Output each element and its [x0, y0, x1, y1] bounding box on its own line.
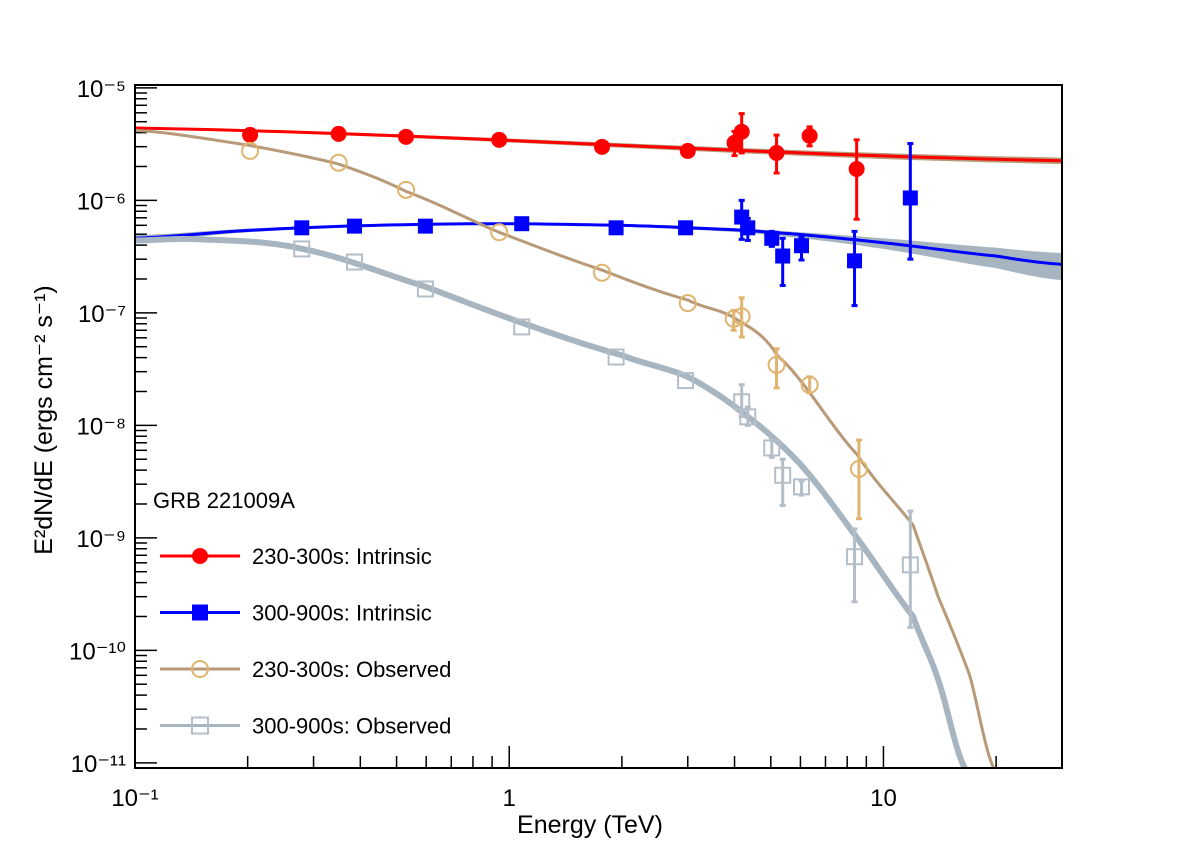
- filled-square-marker: [347, 218, 363, 234]
- legend-entry: 230-300s: Observed: [160, 657, 451, 682]
- open-circle-marker: [732, 307, 751, 326]
- filled-circle-marker: [192, 548, 208, 564]
- filled-circle-marker: [242, 126, 259, 143]
- filled-circle-marker: [733, 123, 750, 140]
- legend-label: 300-900s: Observed: [252, 714, 451, 739]
- filled-circle-marker: [330, 125, 347, 142]
- open-circle-marker: [678, 294, 697, 313]
- open-circle-marker: [329, 153, 348, 172]
- open-square-marker: [901, 556, 919, 574]
- model-curve: [135, 235, 968, 768]
- legend: GRB 221009A 230-300s: Intrinsic 300-900s:…: [153, 488, 451, 739]
- filled-square-marker: [847, 253, 863, 269]
- x-axis-label: Energy (TeV): [517, 811, 663, 839]
- open-square-marker: [416, 280, 434, 298]
- axis-ticks: [134, 87, 1063, 769]
- data-points: [241, 112, 919, 629]
- legend-label: 230-300s: Observed: [252, 657, 451, 682]
- y-tick-label: 10⁻⁵: [77, 76, 126, 103]
- series-points: [242, 112, 865, 221]
- filled-circle-marker: [398, 128, 415, 145]
- legend-title: GRB 221009A: [153, 488, 295, 513]
- y-tick-label: 10⁻¹⁰: [69, 638, 126, 665]
- filled-square-marker: [678, 220, 694, 236]
- legend-entry: 300-900s: Observed: [160, 714, 451, 739]
- filled-square-marker: [740, 220, 756, 236]
- filled-circle-marker: [491, 131, 508, 148]
- open-square-marker: [774, 466, 792, 484]
- filled-circle-marker: [594, 138, 611, 155]
- open-square-marker: [793, 478, 811, 496]
- series-points: [241, 141, 868, 521]
- legend-label: 300-900s: Intrinsic: [252, 601, 432, 626]
- x-tick-label: 10: [870, 785, 897, 812]
- open-square-marker: [607, 348, 625, 366]
- filled-square-marker: [794, 238, 810, 254]
- open-circle-marker: [191, 660, 209, 678]
- x-tick-label: 10⁻¹: [111, 785, 158, 812]
- y-tick-label: 10⁻⁸: [77, 413, 127, 440]
- filled-square-marker: [608, 220, 624, 236]
- filled-circle-marker: [768, 144, 785, 161]
- legend-entry: 230-300s: Intrinsic: [160, 544, 432, 569]
- filled-square-marker: [294, 220, 310, 236]
- open-circle-marker: [241, 141, 260, 160]
- open-square-marker: [763, 439, 781, 457]
- open-circle-marker: [593, 263, 612, 282]
- open-square-marker: [846, 548, 864, 566]
- open-circle-marker: [849, 459, 868, 478]
- x-tick-labels: 10⁻¹ 1 10: [111, 785, 896, 812]
- open-square-marker: [191, 716, 209, 735]
- y-tick-labels: 10⁻⁵ 10⁻⁶ 10⁻⁷ 10⁻⁸ 10⁻⁹ 10⁻¹⁰ 10⁻¹¹: [69, 76, 126, 778]
- open-square-marker: [677, 372, 695, 390]
- y-tick-label: 10⁻⁹: [76, 526, 126, 553]
- series-points: [294, 142, 918, 308]
- open-square-marker: [739, 408, 757, 426]
- legend-label: 230-300s: Intrinsic: [252, 544, 432, 569]
- y-tick-label: 10⁻⁶: [77, 188, 126, 215]
- y-tick-label: 10⁻⁷: [78, 301, 126, 328]
- filled-square-marker: [902, 190, 918, 206]
- legend-entry: 300-900s: Intrinsic: [160, 601, 432, 626]
- filled-square-marker: [417, 218, 433, 234]
- open-square-marker: [293, 240, 311, 258]
- filled-circle-marker: [679, 142, 696, 159]
- open-circle-marker: [397, 180, 416, 199]
- filled-square-marker: [514, 216, 530, 232]
- open-circle-marker: [490, 223, 509, 242]
- open-square-marker: [513, 318, 531, 336]
- series-points: [293, 240, 919, 629]
- model-curves: [135, 126, 1062, 768]
- open-circle-marker: [800, 375, 819, 394]
- filled-square-marker: [764, 230, 780, 246]
- filled-circle-marker: [848, 160, 865, 177]
- plot-frame: [134, 84, 1063, 769]
- filled-square-marker: [192, 604, 208, 621]
- open-square-marker: [346, 253, 364, 271]
- y-tick-label: 10⁻¹¹: [71, 751, 126, 778]
- model-curve: [135, 128, 996, 768]
- filled-circle-marker: [801, 127, 818, 144]
- y-axis-label: E²dN/dE (ergs cm⁻² s⁻¹): [30, 285, 58, 554]
- x-tick-label: 1: [503, 785, 516, 812]
- open-circle-marker: [767, 355, 786, 374]
- filled-square-marker: [775, 248, 791, 264]
